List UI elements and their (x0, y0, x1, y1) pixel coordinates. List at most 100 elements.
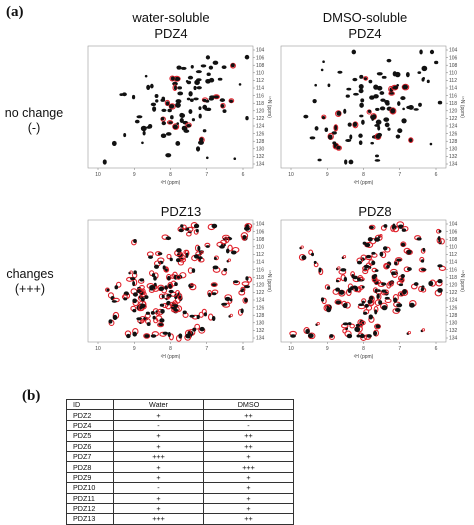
peak-reference (188, 91, 193, 97)
table-cell-id: PDZ5 (66, 430, 114, 442)
peak-treated (300, 245, 304, 249)
peak-reference (312, 99, 317, 104)
peak-reference (394, 308, 401, 312)
peak-reference (205, 55, 211, 60)
y-tick-label: 112 (449, 252, 457, 258)
peak-reference (219, 245, 225, 249)
peak-reference (169, 104, 175, 109)
peak-reference (196, 86, 202, 90)
peak-reference (349, 134, 353, 140)
peak-treated (316, 322, 320, 326)
peak-reference (151, 273, 156, 278)
y-tick-label: 108 (256, 237, 265, 243)
peak-reference (352, 121, 358, 127)
peak-reference (240, 308, 244, 314)
peak-reference (371, 251, 376, 255)
y-tick-label: 124 (449, 298, 458, 304)
peak-reference (335, 279, 340, 283)
peak-reference (373, 94, 379, 99)
peak-reference (111, 140, 117, 147)
y-tick-label: 118 (449, 101, 457, 107)
column-title-water-line2: PDZ4 (154, 26, 188, 41)
peak-reference (343, 108, 347, 114)
peak-treated (227, 244, 233, 252)
table-cell-water: + (113, 461, 204, 473)
peak-reference (233, 157, 237, 161)
peak-reference (375, 119, 382, 125)
peak-treated (153, 317, 159, 324)
peak-reference (358, 140, 363, 146)
y-tick-label: 112 (256, 78, 264, 84)
y-tick-label: 126 (449, 131, 458, 137)
peak-treated (379, 234, 383, 238)
peak-reference (160, 98, 166, 102)
peak-reference (146, 84, 151, 90)
peak-reference (370, 141, 374, 145)
peak-reference (240, 289, 244, 293)
peak-reference (167, 275, 171, 281)
peak-reference (139, 278, 145, 282)
peak-reference (413, 108, 419, 111)
peak-reference (363, 311, 368, 315)
peak-reference (223, 268, 228, 272)
peak-reference (183, 129, 190, 133)
peak-reference (220, 103, 225, 108)
peak-reference (134, 119, 140, 124)
peak-reference (205, 245, 210, 248)
peak-reference (429, 142, 433, 146)
peak-treated (408, 137, 414, 143)
table-cell-water: + (113, 471, 204, 484)
y-tick-label: 120 (256, 283, 265, 289)
peak-reference (384, 296, 390, 300)
peak-treated (115, 281, 122, 288)
y-tick-label: 116 (449, 93, 457, 99)
peak-treated (140, 320, 144, 324)
peak-reference (211, 223, 218, 229)
peak-reference (224, 296, 231, 302)
table-cell-water: + (113, 440, 204, 452)
x-tick-label: 8 (169, 346, 172, 352)
peak-reference (336, 110, 342, 116)
table-cell-id: PDZ10 (66, 482, 114, 494)
peak-reference (132, 292, 138, 297)
peak-reference (369, 225, 374, 230)
peak-reference (141, 141, 144, 145)
peak-reference (160, 308, 165, 314)
peak-reference (162, 331, 169, 335)
peak-reference (174, 282, 178, 287)
peak-reference (402, 84, 409, 90)
y-tick-label: 122 (256, 116, 265, 122)
y-tick-label: 128 (256, 139, 265, 145)
peak-reference (179, 112, 185, 118)
y-tick-label: 116 (449, 267, 457, 273)
peak-reference (359, 74, 364, 79)
peak-reference (369, 295, 374, 301)
y-tick-label: 112 (449, 78, 457, 84)
peak-reference (175, 140, 181, 146)
peak-reference (365, 255, 372, 259)
peak-reference (177, 99, 181, 103)
peak-reference (356, 334, 361, 338)
peak-reference (369, 95, 375, 100)
peak-treated (407, 330, 411, 335)
peak-reference (347, 122, 352, 127)
peak-reference (198, 140, 204, 145)
table-row: PDZ4- - (66, 419, 294, 432)
peak-reference (244, 298, 248, 303)
peak-reference (193, 254, 199, 259)
peak-reference (375, 107, 380, 111)
peak-reference (377, 125, 381, 131)
y-tick-label: 124 (256, 124, 265, 130)
row-label-no-change-line2: (-) (27, 121, 41, 135)
y-tick-label: 106 (449, 55, 458, 61)
peak-reference (150, 83, 154, 89)
peak-reference (361, 119, 365, 125)
peak-reference (383, 224, 388, 228)
table-cell-water: +++ (113, 513, 204, 525)
peak-reference (159, 303, 165, 307)
peak-reference (368, 314, 373, 320)
peak-reference (165, 101, 170, 106)
peak-reference (346, 333, 353, 339)
peak-reference (114, 285, 119, 290)
peak-reference (110, 295, 115, 301)
